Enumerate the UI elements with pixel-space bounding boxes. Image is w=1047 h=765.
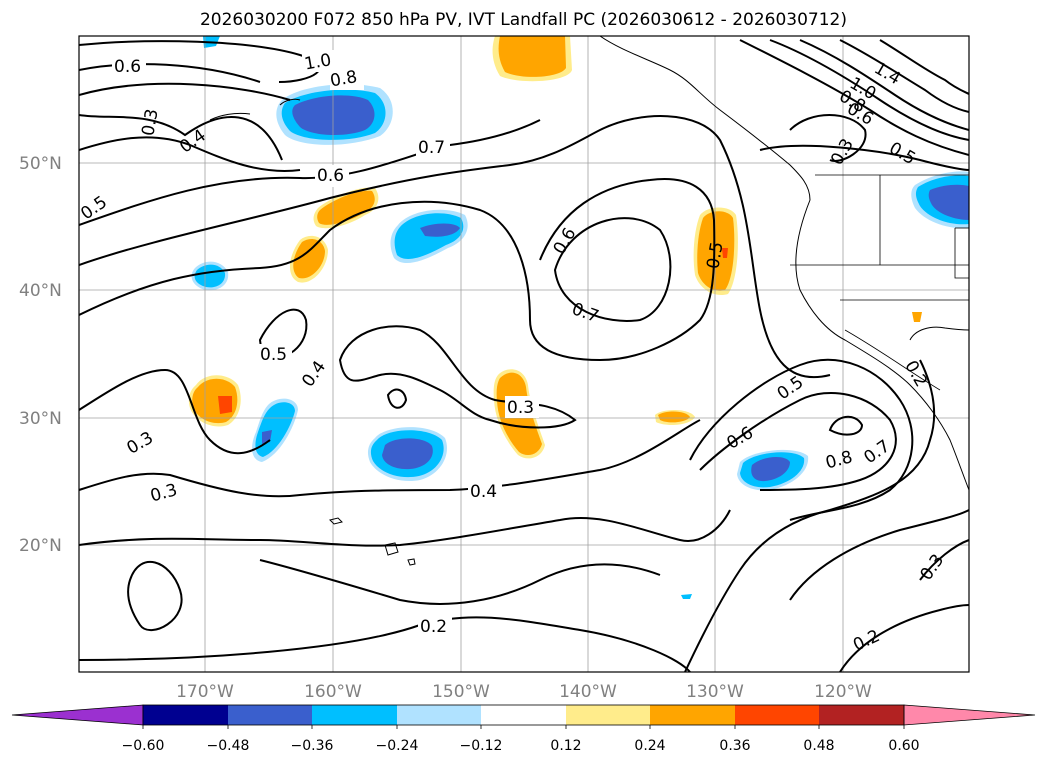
colorbar-tick-label: −0.48 [207,738,250,754]
colorbar-extend-high [903,704,1036,726]
lat-label-40n: 40°N [19,281,62,301]
colorbar-tick-label: 0.36 [719,738,750,754]
colorbar-segment [312,705,397,725]
colorbar: −0.60 −0.48 −0.36 −0.24 −0.12 0.12 0.24 … [11,704,1036,754]
lon-label-150w: 150°W [432,682,490,702]
contour-label: 0.3 [507,398,534,418]
colorbar-tick-label: −0.12 [460,738,503,754]
colorbar-segment [650,705,735,725]
country-borders [790,174,969,391]
lon-label-130w: 130°W [686,682,744,702]
contour-label: 0.2 [420,617,447,637]
contour-label: 0.4 [470,482,497,502]
colorbar-tick-label: 0.60 [888,738,919,754]
lon-label-170w: 170°W [176,682,234,702]
colorbar-tick-label: −0.60 [122,738,165,754]
contour-label: 0.6 [114,57,141,77]
colorbar-tick-label: −0.36 [291,738,334,754]
coastlines [209,36,969,566]
colorbar-tick-label: 0.12 [550,738,581,754]
contour-label: 0.3 [138,107,162,137]
lon-label-120w: 120°W [814,682,872,702]
colorbar-segment [819,705,904,725]
lat-label-50n: 50°N [19,154,62,174]
contour-label: 0.5 [703,240,727,270]
lon-label-140w: 140°W [559,682,617,702]
contour-label: 1.0 [303,50,333,74]
contour-label: 0.7 [418,138,445,158]
colorbar-segment [228,705,312,725]
colorbar-segment [735,705,819,725]
contour-label: 0.8 [329,67,359,91]
pv-contours [79,39,969,672]
contour-label: 0.5 [260,345,287,365]
colorbar-segment [397,705,481,725]
colorbar-tick-label: −0.24 [376,738,419,754]
lon-label-160w: 160°W [304,682,362,702]
colorbar-extend-low [11,704,144,726]
colorbar-segment [143,705,228,725]
lat-label-20n: 20°N [19,536,62,556]
plot-area: 0.6 1.0 0.8 0.3 0.4 0.5 0.7 0.6 0.6 0.7 … [79,36,969,672]
latitude-labels: 50°N 40°N 30°N 20°N [19,154,62,556]
plot-frame [78,35,970,673]
lat-label-30n: 30°N [19,409,62,429]
longitude-labels: 170°W 160°W 150°W 140°W 130°W 120°W [176,682,872,702]
map-title: 2026030200 F072 850 hPa PV, IVT Landfall… [199,10,847,30]
colorbar-segment [566,705,650,725]
colorbar-tick-label: 0.24 [634,738,665,754]
contour-label: 0.6 [317,166,344,186]
colorbar-tick-label: 0.48 [803,738,834,754]
colorbar-segment [481,705,566,725]
